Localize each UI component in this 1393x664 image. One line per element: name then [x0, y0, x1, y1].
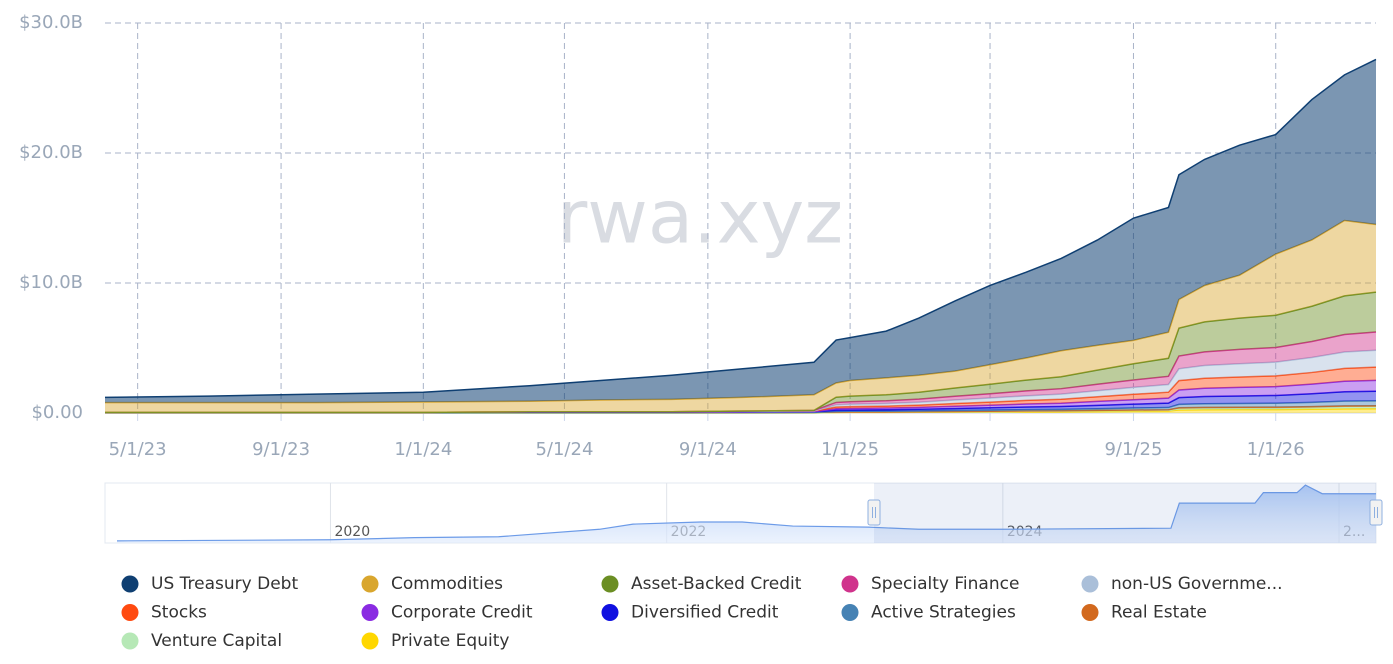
legend-item[interactable]: Private Equity — [361, 631, 510, 651]
legend-label: Venture Capital — [151, 631, 282, 651]
x-tick-label: 1/1/26 — [1247, 439, 1305, 460]
area — [105, 292, 1376, 413]
navigator-line — [116, 484, 1376, 542]
legend-marker — [1081, 604, 1099, 621]
x-tick-label: 5/1/23 — [109, 439, 167, 460]
legend-marker — [841, 604, 859, 621]
legend-item[interactable]: Specialty Finance — [841, 574, 1020, 594]
series-line — [105, 291, 1377, 414]
legend-marker — [361, 632, 379, 650]
legend-marker — [121, 575, 139, 593]
legend-label: Diversified Credit — [631, 603, 779, 623]
legend-item[interactable]: Stocks — [121, 603, 208, 623]
legend-label: Stocks — [151, 603, 207, 623]
y-tick-label: $0.00 — [31, 402, 83, 423]
legend-item[interactable]: Diversified Credit — [601, 603, 779, 623]
legend-marker — [361, 575, 379, 593]
y-tick-label: $20.0B — [19, 142, 83, 163]
legend-label: US Treasury Debt — [151, 574, 298, 594]
legend-item[interactable]: Corporate Credit — [361, 603, 533, 623]
legend-marker — [121, 632, 139, 650]
legend-marker — [841, 575, 859, 593]
legend-label: Private Equity — [391, 631, 509, 651]
area — [105, 350, 1376, 413]
x-tick-label: 1/1/25 — [821, 439, 879, 460]
navigator-handle[interactable] — [1369, 499, 1383, 526]
area — [105, 367, 1376, 413]
legend-label: Asset-Backed Credit — [631, 574, 802, 594]
legend-item[interactable]: Real Estate — [1081, 603, 1207, 623]
area — [105, 220, 1376, 413]
legend-item[interactable]: US Treasury Debt — [121, 574, 299, 594]
legend-marker — [1081, 575, 1099, 593]
legend-label: non-US Governme... — [1111, 574, 1283, 594]
legend-item[interactable]: Commodities — [361, 574, 504, 594]
legend-marker — [601, 575, 619, 593]
legend-item[interactable]: Active Strategies — [841, 603, 1016, 623]
legend-item[interactable]: non-US Governme... — [1081, 574, 1283, 594]
navigator-handle[interactable] — [867, 499, 881, 526]
legend-marker — [121, 604, 139, 621]
x-tick-label: 9/1/25 — [1104, 439, 1162, 460]
legend-label: Corporate Credit — [391, 603, 533, 623]
x-tick-label: 9/1/24 — [679, 439, 737, 460]
legend-item[interactable]: Asset-Backed Credit — [601, 574, 802, 594]
legend-label: Real Estate — [1111, 603, 1207, 623]
navigator-area — [117, 485, 1376, 543]
x-tick-label: 2020 — [334, 524, 370, 540]
y-tick-label: $30.0B — [19, 12, 83, 33]
legend-item[interactable]: Venture Capital — [121, 631, 283, 651]
series-line — [104, 58, 1377, 399]
area — [105, 59, 1376, 403]
legend-marker — [361, 604, 379, 621]
legend-label: Commodities — [391, 574, 503, 594]
x-tick-label: 5/1/25 — [961, 439, 1019, 460]
legend-marker — [601, 604, 619, 621]
x-tick-label: 9/1/23 — [252, 439, 310, 460]
legend-label: Specialty Finance — [871, 574, 1019, 594]
area — [105, 380, 1376, 413]
area — [105, 332, 1376, 413]
y-tick-label: $10.0B — [19, 272, 83, 293]
x-tick-label: 5/1/24 — [535, 439, 593, 460]
watermark: rwa.xyz — [557, 175, 843, 261]
navigator-selection[interactable] — [874, 483, 1376, 543]
x-tick-label: 1/1/24 — [394, 439, 452, 460]
area — [105, 391, 1376, 413]
legend-label: Active Strategies — [871, 603, 1016, 623]
